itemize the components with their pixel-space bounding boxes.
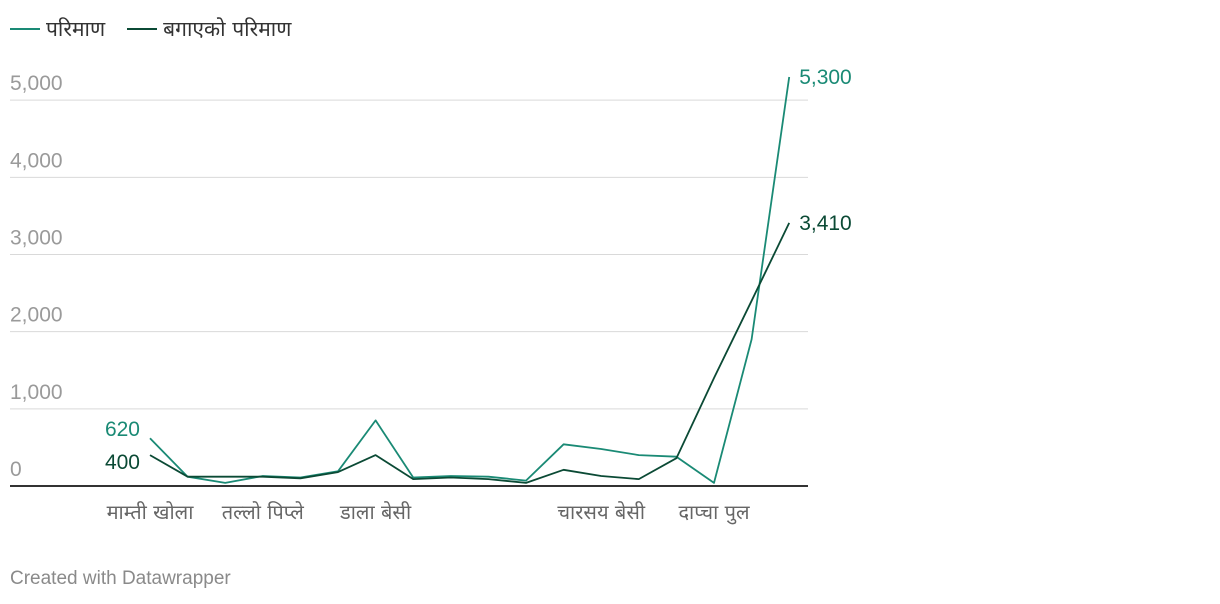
data-label: 400 [105, 451, 140, 474]
series-lines [149, 76, 791, 484]
chart-legend: परिमाण बगाएको परिमाण [10, 14, 291, 44]
credit-footer: Created with Datawrapper [10, 568, 231, 589]
y-tick-label: 2,000 [10, 304, 63, 327]
data-label: 5,300 [799, 66, 852, 89]
legend-label-quantity: परिमाण [46, 17, 106, 41]
y-tick-label: 5,000 [10, 72, 63, 95]
grid-lines [10, 99, 808, 410]
series-line-carried-quantity [149, 222, 791, 484]
legend-item-quantity: परिमाण [10, 15, 105, 43]
y-tick-labels: 0 1,000 2,000 3,000 4,000 5,000 [10, 72, 63, 481]
line-chart: 0 1,000 2,000 3,000 4,000 5,000 माम्ती खोला तल… [10, 66, 852, 525]
legend-swatch-quantity [10, 28, 40, 30]
data-label: 620 [105, 418, 140, 441]
y-tick-label: 1,000 [10, 381, 63, 404]
legend-label-carried-quantity: बगाएको परिमाण [163, 17, 292, 41]
x-tick-label: डाला बेसी [339, 500, 412, 524]
x-tick-label: तल्लो पिप्ले [222, 500, 305, 524]
data-labels: 620 5,300 400 3,410 [105, 66, 852, 474]
x-tick-labels: माम्ती खोला तल्लो पिप्ले डाला बेसी चारसय बे… [107, 500, 750, 525]
legend-item-carried-quantity: बगाएको परिमाण [127, 15, 291, 43]
x-tick-label: माम्ती खोला [107, 500, 195, 524]
y-tick-label: 0 [10, 458, 22, 481]
x-tick-label: दाप्चा पुल [678, 500, 750, 525]
y-tick-label: 4,000 [10, 149, 63, 172]
data-label: 3,410 [799, 212, 852, 235]
y-tick-label: 3,000 [10, 226, 63, 249]
x-tick-label: चारसय बेसी [557, 500, 645, 524]
legend-swatch-carried-quantity [127, 28, 158, 30]
